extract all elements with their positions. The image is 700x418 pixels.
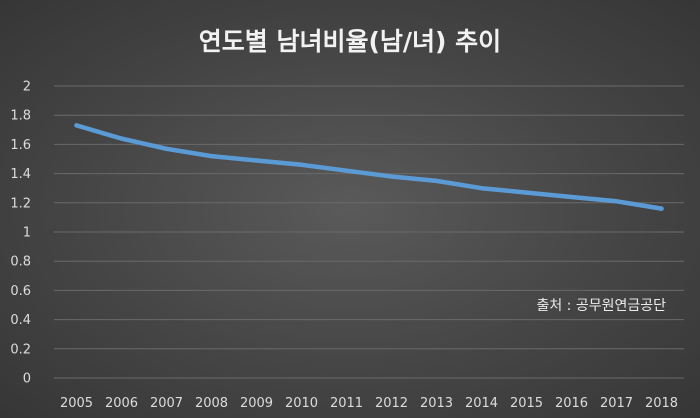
y-tick-label: 0 — [23, 372, 31, 387]
x-tick-label: 2009 — [240, 396, 273, 411]
y-tick-label: 1 — [23, 226, 31, 241]
y-tick-label: 1.4 — [10, 167, 31, 182]
data-point — [164, 146, 169, 151]
x-tick-label: 2014 — [465, 396, 498, 411]
data-point — [434, 178, 439, 184]
x-tick-label: 2015 — [510, 396, 543, 411]
gridlines — [54, 85, 684, 379]
data-point — [344, 168, 349, 173]
x-tick-label: 2018 — [645, 396, 678, 411]
data-point — [389, 174, 394, 179]
series-line — [74, 123, 664, 211]
x-tick-label: 2010 — [285, 396, 318, 411]
x-tick-label: 2011 — [330, 396, 363, 411]
y-tick-label: 0.4 — [10, 313, 31, 328]
y-tick-label: 1.6 — [10, 138, 31, 153]
y-tick-label: 0.2 — [10, 342, 31, 357]
y-tick-label: 1.2 — [10, 196, 31, 211]
data-point — [614, 199, 619, 204]
y-tick-label: 1.8 — [10, 109, 31, 124]
x-tick-label: 2007 — [150, 396, 183, 411]
x-tick-label: 2017 — [600, 396, 633, 411]
x-tick-label: 2012 — [375, 396, 408, 411]
x-tick-label: 2013 — [420, 396, 453, 411]
data-point — [209, 153, 214, 159]
data-point — [479, 186, 484, 191]
data-point — [659, 206, 664, 211]
data-point — [569, 194, 574, 200]
series-layer — [74, 123, 664, 211]
data-point — [119, 136, 124, 141]
y-tick-label: 2 — [23, 80, 31, 95]
data-point — [254, 158, 259, 163]
source-note: 출처 : 공무원연금공단 — [536, 298, 666, 314]
chart-title: 연도별 남녀비율(남/녀) 추이 — [199, 27, 501, 56]
x-tick-label: 2005 — [60, 396, 93, 411]
x-tick-label: 2016 — [555, 396, 588, 411]
y-tick-label: 0.6 — [10, 284, 31, 299]
data-point — [299, 162, 304, 168]
y-tick-label: 0.8 — [10, 255, 31, 270]
x-axis-ticks: 2005 2006 2007 2008 2009 2010 2011 2012 2013 2014… — [60, 396, 678, 411]
y-axis-ticks: 0 0.2 0.4 0.6 0.8 1 1.2 1.4 1.6 1.8 2 — [10, 80, 31, 387]
x-tick-label: 2008 — [195, 396, 228, 411]
x-tick-label: 2006 — [105, 396, 138, 411]
data-point — [524, 190, 529, 195]
data-point — [74, 123, 79, 128]
